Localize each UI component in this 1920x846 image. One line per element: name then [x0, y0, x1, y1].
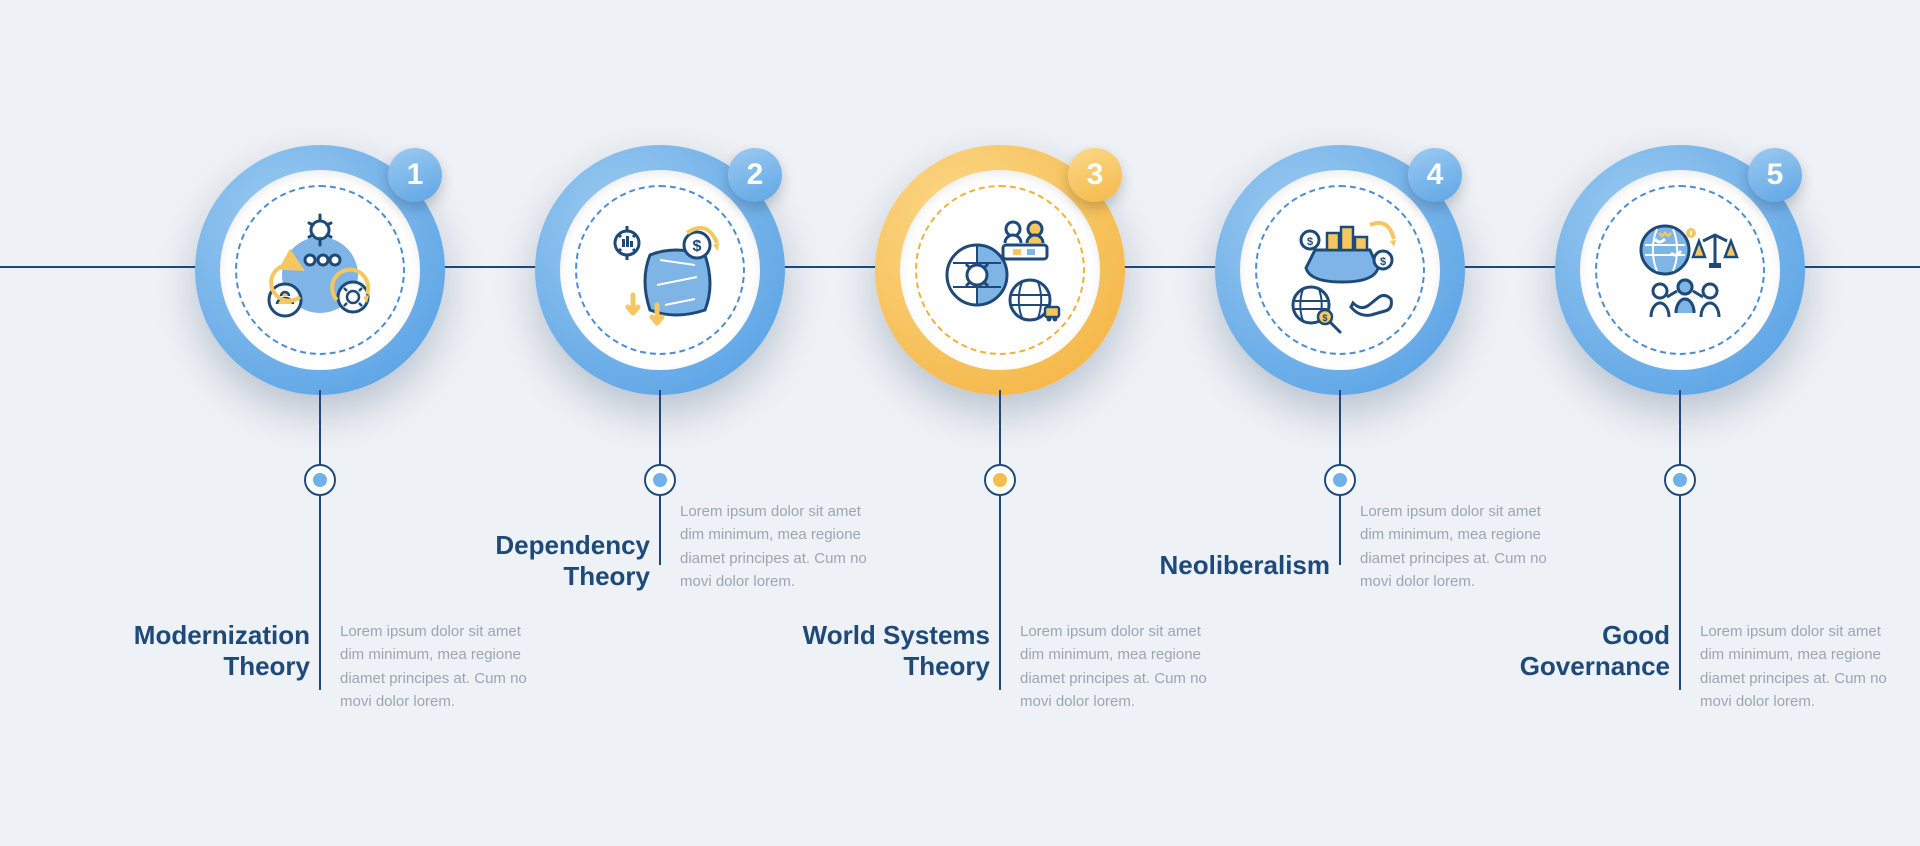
step-body: Lorem ipsum dolor sit amet dim minimum, …: [680, 500, 880, 593]
infographic-step: 3 World Systems Theory Lorem ipsum dolor…: [870, 140, 1130, 840]
step-body: Lorem ipsum dolor sit amet dim minimum, …: [1020, 620, 1220, 713]
infographic-step: 4 Neoliberalism Lorem ipsum dolor sit am…: [1210, 140, 1470, 840]
connector-line: [1679, 390, 1681, 690]
medallion: 4: [1210, 140, 1470, 400]
connector-node: [644, 464, 676, 496]
step-number-badge: 2: [728, 148, 782, 202]
infographic-step: 5 Good Governance Lorem ipsum dolor sit …: [1550, 140, 1810, 840]
connector-node: [1664, 464, 1696, 496]
connector-node: [304, 464, 336, 496]
step-icon: [595, 205, 725, 335]
step-number-badge: 1: [388, 148, 442, 202]
medallion: 5: [1550, 140, 1810, 400]
step-title: Dependency Theory: [450, 530, 650, 592]
step-number-badge: 4: [1408, 148, 1462, 202]
step-body: Lorem ipsum dolor sit amet dim minimum, …: [1360, 500, 1560, 593]
step-title: Modernization Theory: [110, 620, 310, 682]
connector-line: [319, 390, 321, 690]
step-title: World Systems Theory: [790, 620, 990, 682]
connector-node: [984, 464, 1016, 496]
step-title: Neoliberalism: [1130, 550, 1330, 581]
infographic-step: 1 Modernization Theory Lorem ipsum dolor…: [190, 140, 450, 840]
medallion: 3: [870, 140, 1130, 400]
step-icon: [255, 205, 385, 335]
infographic-step: 2 Dependency Theory Lorem ipsum dolor si…: [530, 140, 790, 840]
connector-line: [999, 390, 1001, 690]
step-icon: [1615, 205, 1745, 335]
step-icon: [1275, 205, 1405, 335]
medallion: 2: [530, 140, 790, 400]
medallion: 1: [190, 140, 450, 400]
step-title: Good Governance: [1470, 620, 1670, 682]
connector-node: [1324, 464, 1356, 496]
step-number-badge: 5: [1748, 148, 1802, 202]
step-icon: [935, 205, 1065, 335]
step-body: Lorem ipsum dolor sit amet dim minimum, …: [340, 620, 540, 713]
step-number-badge: 3: [1068, 148, 1122, 202]
step-body: Lorem ipsum dolor sit amet dim minimum, …: [1700, 620, 1900, 713]
